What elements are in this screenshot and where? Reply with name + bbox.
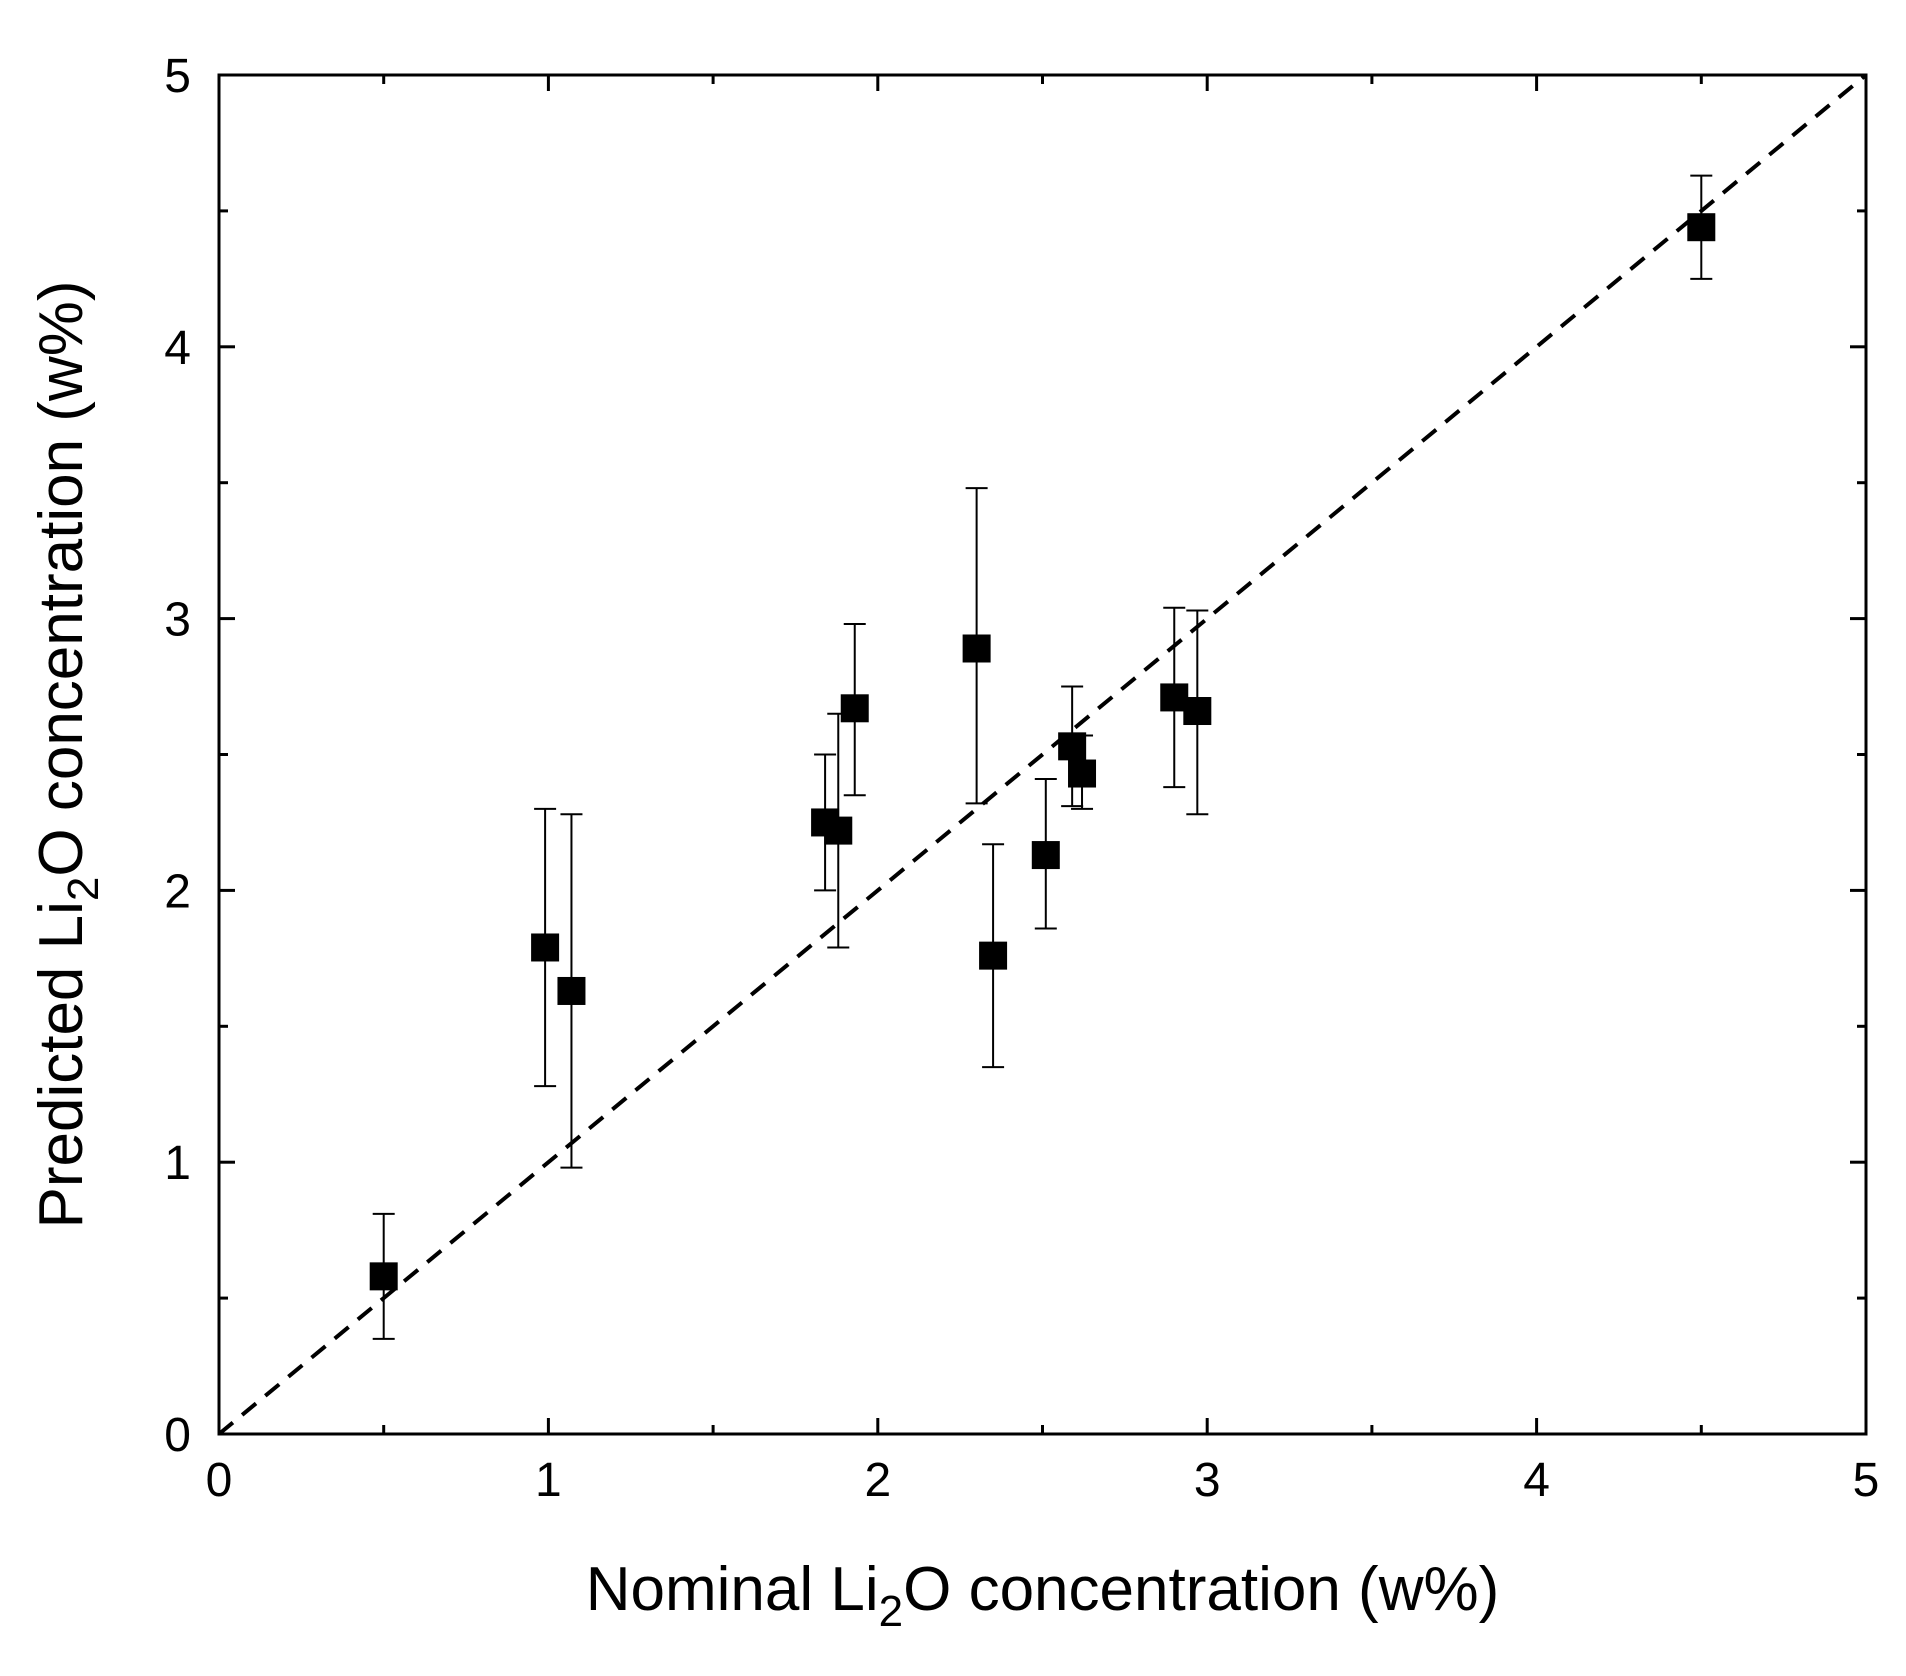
x-tick-label: 1 [535,1454,562,1507]
square-marker [962,634,991,663]
square-marker [1068,759,1097,788]
identity-reference-line [217,73,1868,1436]
x-tick-label: 4 [1523,1454,1550,1507]
square-marker [824,816,853,845]
data-point [557,813,586,1169]
square-marker [369,1262,398,1291]
y-tick-label: 3 [164,594,191,647]
y-tick-label: 5 [164,50,191,103]
data-point [979,843,1008,1069]
plot-frame [217,73,1868,1436]
data-point [1687,174,1716,280]
x-axis-title-suffix: O concentration (w%) [903,1555,1499,1624]
y-axis-title: Predicted Li2O concentration (w%) [27,280,108,1228]
data-point [1068,734,1097,810]
x-tick-label: 3 [1194,1454,1221,1507]
reference-line-layer [217,73,1868,1436]
x-axis-title-subscript: 2 [879,1587,903,1636]
y-tick-label: 1 [164,1137,191,1190]
x-axis-title-prefix: Nominal Li [586,1555,879,1624]
y-tick-label: 4 [164,322,191,375]
y-axis-title-subscript: 2 [59,877,108,901]
y-axis-title-prefix: Predicted Li [27,901,96,1228]
square-marker [557,976,586,1005]
square-marker [979,941,1008,970]
y-tick-label: 0 [164,1409,191,1462]
y-axis-title-suffix: O concentration (w%) [27,280,96,876]
data-point [840,623,869,797]
square-marker [840,694,869,723]
x-tick-label: 5 [1853,1454,1880,1507]
data-point [1183,609,1212,816]
data-point [369,1212,398,1340]
data-point [962,487,991,805]
x-tick-label: 0 [206,1454,233,1507]
square-marker [1031,841,1060,870]
data-point [824,712,853,949]
data-layer [369,174,1716,1340]
y-tick-label: 2 [164,865,191,918]
tick-labels: 0 1 2 3 4 5 0 1 2 3 4 5 [164,50,1879,1507]
square-marker [1687,213,1716,242]
x-axis-title: Nominal Li2O concentration (w%) [586,1555,1500,1636]
data-point [531,807,560,1088]
square-marker [1183,697,1212,726]
x-tick-label: 2 [864,1454,891,1507]
square-marker [531,933,560,962]
data-point [1031,777,1060,930]
